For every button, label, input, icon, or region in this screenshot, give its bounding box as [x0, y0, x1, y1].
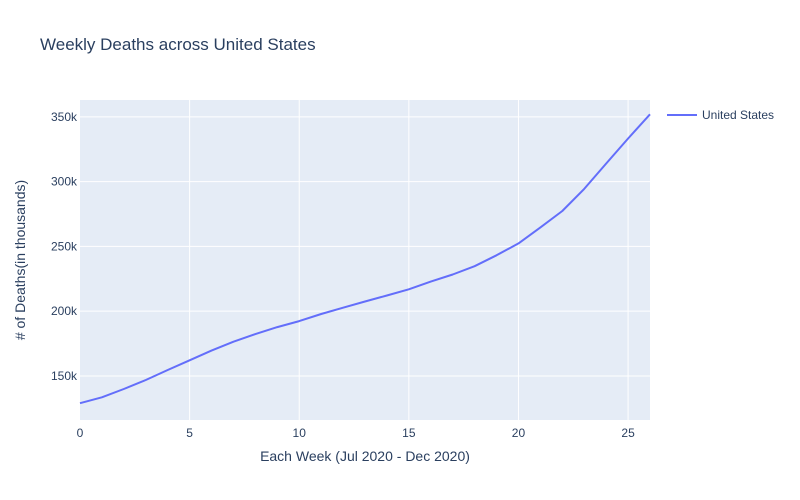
x-tick-label: 5: [186, 426, 193, 440]
y-tick-label: 300k: [51, 175, 78, 189]
x-tick-label: 25: [621, 426, 635, 440]
y-tick-label: 250k: [51, 239, 78, 253]
series-layer: [79, 113, 651, 405]
tick-labels: 0 5 10 15 20 25 150k 200k 250k 300k 350k: [51, 110, 635, 440]
x-tick-label: 0: [77, 426, 84, 440]
grid-lines: [80, 100, 650, 420]
y-tick-label: 200k: [51, 304, 78, 318]
x-axis-title: Each Week (Jul 2020 - Dec 2020): [260, 448, 470, 464]
y-tick-label: 350k: [51, 110, 78, 124]
y-axis-title: # of Deaths(in thousands): [12, 180, 28, 340]
y-tick-label: 150k: [51, 369, 78, 383]
x-tick-label: 15: [402, 426, 416, 440]
legend-label: United States: [702, 108, 774, 122]
series-line: [79, 113, 651, 405]
legend[interactable]: United States: [667, 108, 774, 122]
chart-title: Weekly Deaths across United States: [40, 35, 316, 54]
x-tick-label: 20: [512, 426, 526, 440]
x-tick-label: 10: [293, 426, 307, 440]
